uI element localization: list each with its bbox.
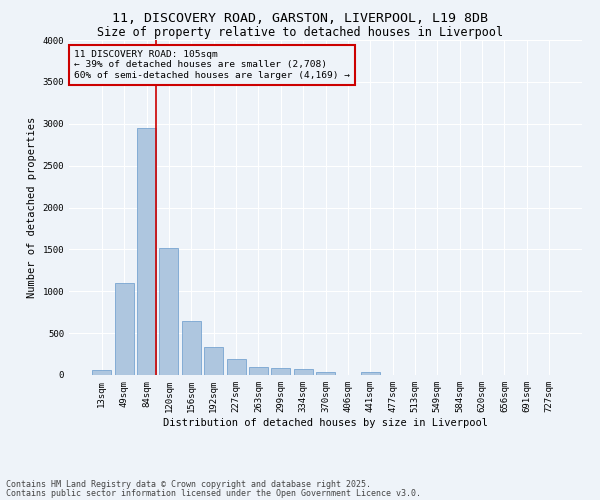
Bar [271, 368, 290, 375]
X-axis label: Distribution of detached houses by size in Liverpool: Distribution of detached houses by size … [163, 418, 488, 428]
Bar [137, 128, 156, 375]
Text: Size of property relative to detached houses in Liverpool: Size of property relative to detached ho… [97, 26, 503, 39]
Text: Contains public sector information licensed under the Open Government Licence v3: Contains public sector information licen… [6, 488, 421, 498]
Bar [204, 346, 223, 375]
Bar [361, 372, 380, 375]
Bar [92, 370, 112, 375]
Bar [115, 283, 134, 375]
Y-axis label: Number of detached properties: Number of detached properties [27, 117, 37, 298]
Bar [249, 367, 268, 375]
Bar [316, 372, 335, 375]
Text: Contains HM Land Registry data © Crown copyright and database right 2025.: Contains HM Land Registry data © Crown c… [6, 480, 371, 489]
Bar [293, 368, 313, 375]
Text: 11 DISCOVERY ROAD: 105sqm
← 39% of detached houses are smaller (2,708)
60% of se: 11 DISCOVERY ROAD: 105sqm ← 39% of detac… [74, 50, 350, 80]
Bar [182, 320, 201, 375]
Bar [160, 248, 178, 375]
Bar [227, 358, 245, 375]
Text: 11, DISCOVERY ROAD, GARSTON, LIVERPOOL, L19 8DB: 11, DISCOVERY ROAD, GARSTON, LIVERPOOL, … [112, 12, 488, 26]
